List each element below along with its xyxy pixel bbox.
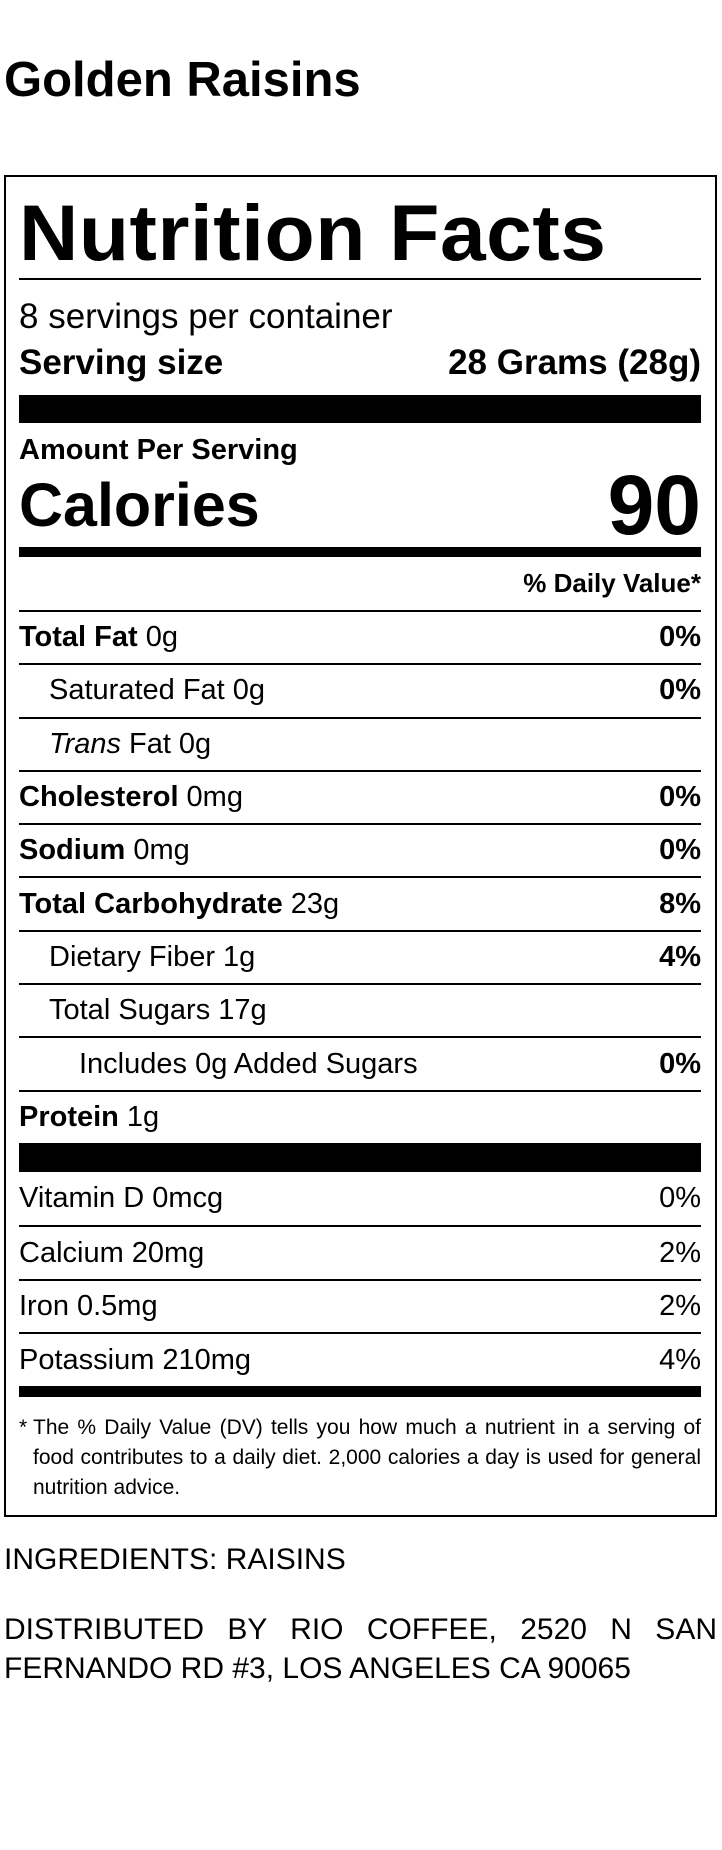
nutrient-amount: 0mg: [133, 834, 190, 867]
nutrient-row: Includes 0g Added Sugars 0%: [19, 1036, 701, 1089]
nutrient-dv: 0%: [659, 1047, 701, 1080]
servings: 8 servings per container: [19, 297, 393, 336]
vitamin-dv: 2%: [659, 1236, 701, 1269]
footnote-marker: *: [19, 1415, 28, 1439]
vitamin-row: Calcium 20mg 2%: [19, 1225, 701, 1279]
vitamin-amount: 210mg: [162, 1343, 252, 1376]
vitamin-amount: 0.5mg: [76, 1290, 158, 1323]
nutrient-dv: 0%: [659, 674, 701, 707]
vitamin-amount: 20mg: [131, 1236, 205, 1269]
nutrient-amount: 23g: [290, 887, 340, 920]
nutrient-amount: 0g: [232, 674, 265, 707]
calories: Calories 90: [19, 458, 701, 552]
nutrient-amount: 0mg: [186, 781, 243, 814]
calories-label: Calories: [19, 471, 260, 539]
vitamin-name-group: Calcium 20mg: [19, 1237, 204, 1270]
nutrient-name-group: Dietary Fiber 1g: [49, 941, 255, 974]
amount-per-serving: Amount Per Serving: [19, 433, 298, 466]
vitamin-name-group: Iron 0.5mg: [19, 1290, 158, 1323]
vitamin-name: Calcium: [19, 1236, 124, 1269]
nutrient-name: Protein: [19, 1100, 119, 1133]
vitamin-amount: 0mcg: [152, 1182, 224, 1215]
nutrient-row: Total Carbohydrate 23g 8%: [19, 876, 701, 929]
nutrient-name: Total Carbohydrate: [19, 887, 283, 920]
nutrient-dv: 0%: [659, 621, 701, 654]
daily-value-header: % Daily Value*: [523, 568, 701, 598]
nutrient-name: Total Sugars: [49, 994, 211, 1027]
product-title: Golden Raisins: [4, 53, 361, 107]
vitamin-name: Vitamin D: [19, 1182, 145, 1215]
label-title: Nutrition Facts: [19, 177, 701, 280]
nutrient-name-group: Protein 1g: [19, 1101, 159, 1134]
nutrient-row: Dietary Fiber 1g 4%: [19, 929, 701, 983]
nutrient-name-group: Cholesterol 0mg: [19, 781, 243, 814]
divider: [19, 1142, 701, 1172]
nutrient-name-group: Total Fat 0g: [19, 621, 178, 654]
vitamin-dv: 4%: [659, 1343, 701, 1376]
divider: [19, 1385, 701, 1397]
nutrient-name: Sodium: [19, 834, 126, 867]
nutrient-name-italic: Trans: [49, 727, 121, 760]
nutrient-row: Protein 1g: [19, 1089, 701, 1143]
calories-value: 90: [607, 457, 701, 552]
nutrient-amount: 0g: [178, 727, 212, 760]
divider: [19, 547, 701, 557]
nutrient-amount: 0g: [145, 621, 178, 654]
nutrition-label: Nutrition Facts 8 servings per container…: [4, 175, 717, 1517]
nutrient-row: Cholesterol 0mg 0%: [19, 769, 701, 823]
vitamin-name-group: Vitamin D 0mcg: [19, 1182, 223, 1215]
serving-size-label: Serving size: [19, 343, 224, 382]
footnote-text: The % Daily Value (DV) tells you how muc…: [33, 1415, 701, 1499]
vitamin-dv: 0%: [659, 1182, 701, 1215]
serving-size: Serving size 28 Grams (28g): [19, 340, 701, 386]
nutrient-name: Cholesterol: [19, 781, 179, 814]
nutrient-name-group: Sodium 0mg: [19, 834, 190, 867]
vitamin-row: Vitamin D 0mcg 0%: [19, 1172, 701, 1226]
nutrient-amount: 1g: [223, 940, 256, 973]
divider: [19, 395, 701, 423]
distributor: DISTRIBUTED BY RIO COFFEE, 2520 N SAN FE…: [4, 1613, 717, 1685]
nutrient-row: Trans Fat 0g: [19, 716, 701, 770]
nutrient-name-group: Saturated Fat 0g: [49, 674, 265, 707]
vitamin-dv: 2%: [659, 1290, 701, 1323]
serving-size-value: 28 Grams (28g): [448, 343, 701, 382]
nutrient-name: Total Fat: [19, 621, 138, 654]
nutrient-amount: 1g: [126, 1100, 160, 1133]
vitamin-name: Iron: [19, 1290, 69, 1323]
footnote: * The % Daily Value (DV) tells you how m…: [19, 1397, 701, 1515]
nutrient-name-group: Includes 0g Added Sugars: [79, 1048, 418, 1081]
vitamin-row: Potassium 210mg 4%: [19, 1332, 701, 1386]
ingredients: INGREDIENTS: RAISINS: [4, 1543, 346, 1576]
nutrient-row: Total Fat 0g 0%: [19, 610, 701, 663]
nutrient-row: Sodium 0mg 0%: [19, 823, 701, 876]
vitamin-row: Iron 0.5mg 2%: [19, 1278, 701, 1333]
nutrient-dv: 4%: [659, 940, 701, 973]
nutrient-dv: 8%: [659, 887, 701, 920]
nutrient-dv: 0%: [659, 834, 701, 867]
vitamin-name-group: Potassium 210mg: [19, 1344, 251, 1377]
nutrient-row: Saturated Fat 0g 0%: [19, 663, 701, 716]
nutrient-name-group: Total Carbohydrate 23g: [19, 888, 339, 921]
nutrient-name: Includes 0g Added Sugars: [79, 1047, 418, 1080]
nutrient-name: Saturated Fat: [49, 674, 225, 707]
nutrient-name-group: Trans Fat 0g: [49, 728, 211, 761]
nutrient-dv: 0%: [659, 781, 701, 814]
vitamins: Vitamin D 0mcg 0% Calcium 20mg 2% Iron 0.5mg 2% P…: [19, 1172, 701, 1386]
vitamin-name: Potassium: [19, 1343, 155, 1376]
label-title-text: Nutrition Facts: [19, 188, 607, 277]
nutrient-name: Dietary Fiber: [49, 940, 215, 973]
nutrient-row: Total Sugars 17g: [19, 983, 701, 1036]
nutrient-name-group: Total Sugars 17g: [49, 994, 267, 1027]
nutrient-amount: 17g: [218, 994, 267, 1027]
nutrient-name: Fat: [128, 727, 171, 760]
nutrients: Total Fat 0g 0% Saturated Fat 0g 0% Trans Fat 0g…: [19, 610, 701, 1143]
